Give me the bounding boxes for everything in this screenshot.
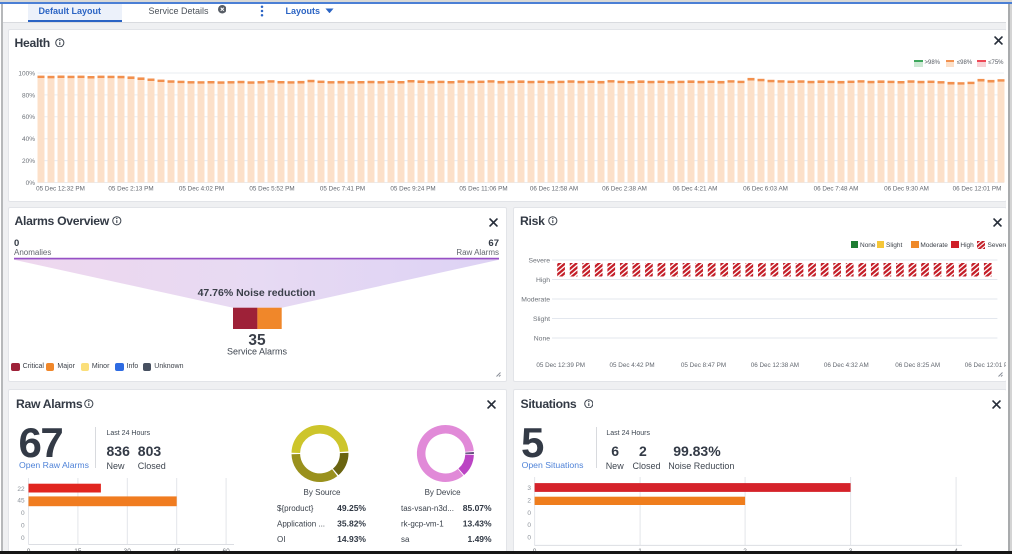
svg-text:0%: 0% [26, 179, 36, 186]
svg-text:35.82%: 35.82% [337, 519, 366, 529]
svg-text:Service Alarms: Service Alarms [227, 347, 288, 357]
svg-text:0: 0 [527, 510, 531, 517]
svg-text:0: 0 [527, 535, 531, 542]
svg-text:06 Dec 12:01 PM: 06 Dec 12:01 PM [965, 362, 1007, 369]
svg-text:49.25%: 49.25% [337, 503, 366, 513]
svg-text:OI: OI [277, 535, 285, 544]
svg-text:None: None [534, 336, 550, 343]
svg-text:05 Dec 4:02 PM: 05 Dec 4:02 PM [179, 185, 224, 192]
svg-text:05 Dec 7:41 PM: 05 Dec 7:41 PM [320, 185, 365, 192]
svg-text:0: 0 [21, 522, 25, 529]
svg-text:3: 3 [527, 485, 531, 492]
svg-text:14.93%: 14.93% [337, 534, 366, 544]
svg-text:sa: sa [401, 535, 410, 544]
svg-text:60%: 60% [22, 114, 35, 121]
svg-text:2: 2 [527, 497, 531, 504]
svg-text:45: 45 [17, 498, 25, 505]
svg-text:06 Dec 9:30 AM: 06 Dec 9:30 AM [884, 185, 929, 192]
svg-text:05 Dec 12:32 PM: 05 Dec 12:32 PM [36, 185, 85, 192]
svg-text:100%: 100% [18, 70, 35, 77]
svg-text:06 Dec 12:38 AM: 06 Dec 12:38 AM [751, 362, 799, 369]
svg-text:20%: 20% [22, 158, 35, 165]
svg-text:tas-vsan-n3d...: tas-vsan-n3d... [401, 504, 454, 513]
svg-text:05 Dec 2:13 PM: 05 Dec 2:13 PM [108, 185, 153, 192]
svg-text:06 Dec 4:21 AM: 06 Dec 4:21 AM [673, 185, 718, 192]
svg-text:1.49%: 1.49% [467, 534, 492, 544]
svg-text:By Device: By Device [425, 488, 462, 497]
svg-text:13.43%: 13.43% [463, 519, 492, 529]
svg-text:05 Dec 8:47 PM: 05 Dec 8:47 PM [681, 362, 726, 369]
svg-text:Slight: Slight [533, 316, 550, 323]
svg-text:85.07%: 85.07% [463, 503, 492, 513]
svg-text:80%: 80% [22, 92, 35, 99]
svg-text:High: High [536, 277, 550, 284]
svg-text:0: 0 [21, 535, 25, 542]
svg-text:47.76% Noise reduction: 47.76% Noise reduction [198, 287, 316, 299]
svg-text:05 Dec 5:52 PM: 05 Dec 5:52 PM [249, 185, 294, 192]
svg-text:rk-gcp-vm-1: rk-gcp-vm-1 [401, 520, 444, 529]
svg-text:By Source: By Source [304, 488, 341, 497]
svg-text:06 Dec 2:38 AM: 06 Dec 2:38 AM [602, 185, 647, 192]
svg-text:06 Dec 7:48 AM: 06 Dec 7:48 AM [814, 185, 859, 192]
svg-text:06 Dec 12:58 AM: 06 Dec 12:58 AM [530, 185, 578, 192]
svg-text:${product}: ${product} [277, 504, 314, 513]
svg-text:06 Dec 6:03 AM: 06 Dec 6:03 AM [743, 185, 788, 192]
svg-text:06 Dec 4:32 AM: 06 Dec 4:32 AM [824, 362, 869, 369]
svg-text:Application ...: Application ... [277, 520, 325, 529]
svg-text:06 Dec 12:01 PM: 06 Dec 12:01 PM [953, 185, 1002, 192]
svg-text:0: 0 [527, 522, 531, 529]
svg-text:22: 22 [17, 486, 25, 493]
svg-text:05 Dec 4:42 PM: 05 Dec 4:42 PM [610, 362, 655, 369]
svg-text:05 Dec 11:06 PM: 05 Dec 11:06 PM [459, 185, 507, 192]
svg-text:Severe: Severe [528, 258, 550, 265]
svg-text:05 Dec 12:39 PM: 05 Dec 12:39 PM [536, 362, 585, 369]
svg-text:40%: 40% [22, 136, 35, 143]
svg-text:Moderate: Moderate [521, 297, 550, 304]
svg-text:06 Dec 8:25 AM: 06 Dec 8:25 AM [895, 362, 940, 369]
svg-text:35: 35 [248, 332, 266, 349]
svg-text:0: 0 [21, 510, 25, 517]
svg-text:05 Dec 9:24 PM: 05 Dec 9:24 PM [390, 185, 435, 192]
